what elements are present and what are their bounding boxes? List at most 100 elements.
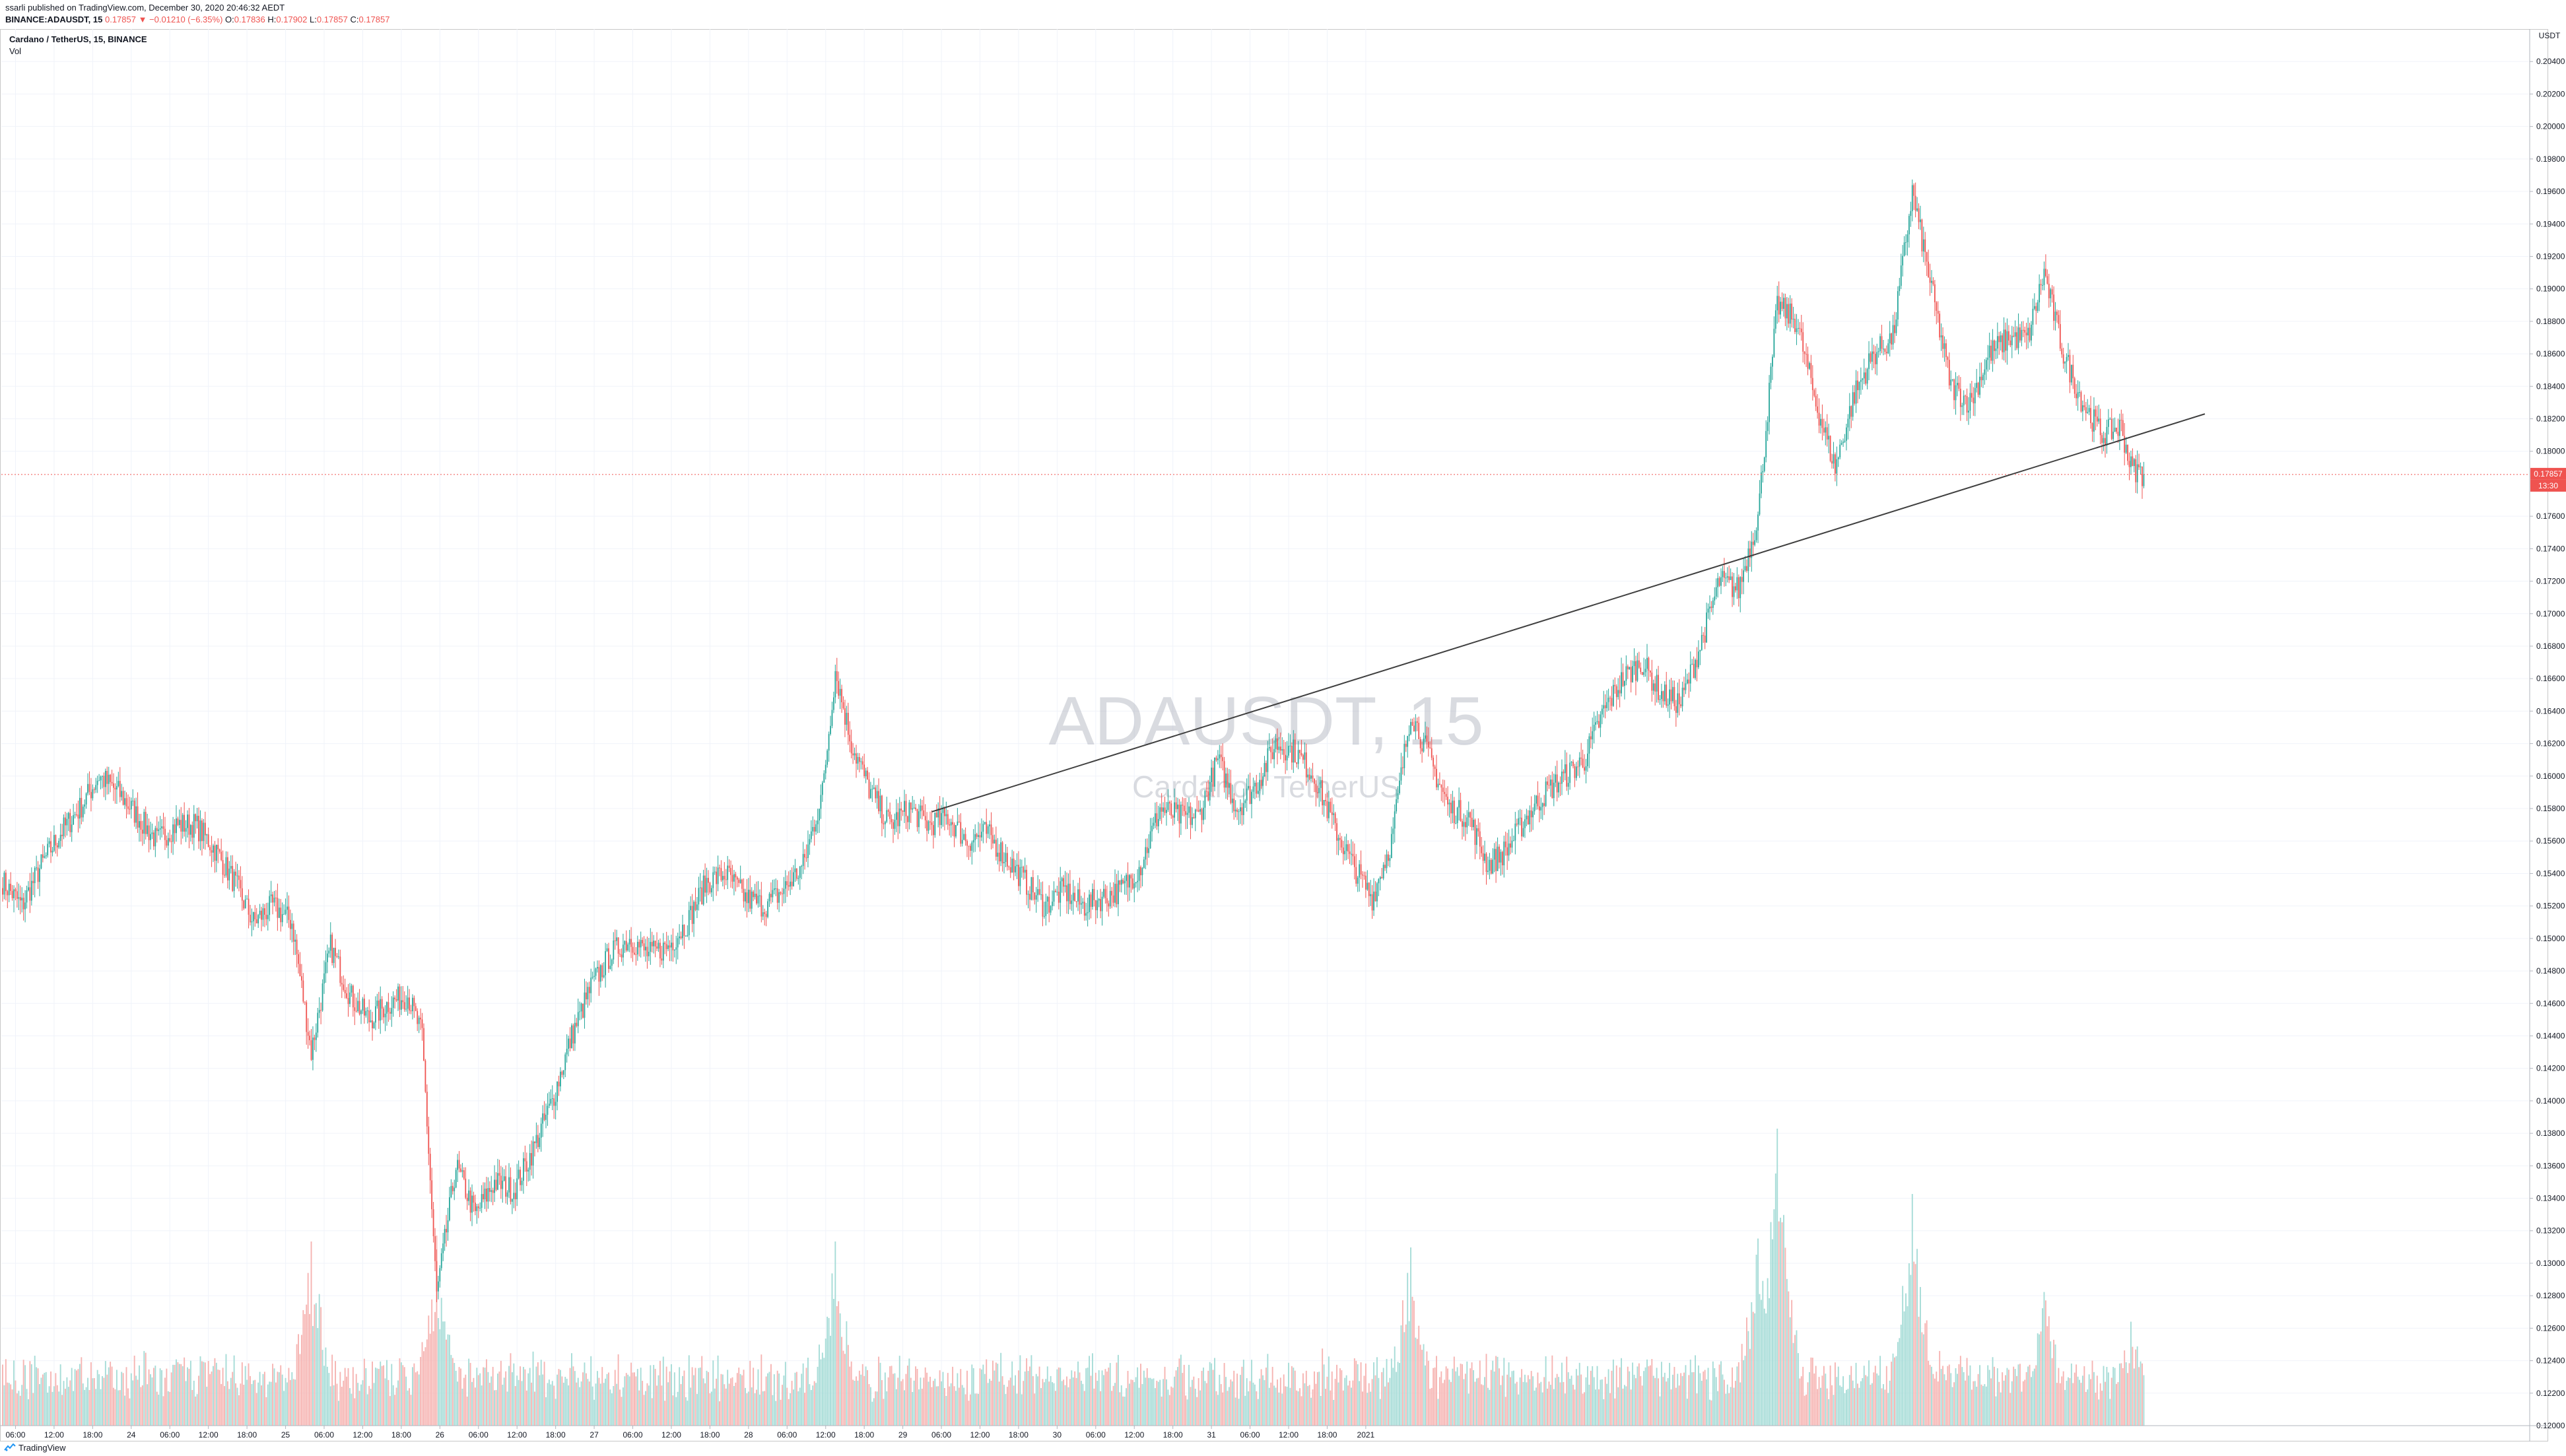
volume-bar xyxy=(1726,1384,1728,1426)
volume-bar xyxy=(1609,1393,1611,1426)
candle-body xyxy=(1374,891,1376,902)
volume-bar xyxy=(782,1385,783,1426)
candle-body xyxy=(928,821,929,831)
candle-body xyxy=(2011,335,2013,346)
volume-bar xyxy=(520,1366,522,1426)
volume-bar xyxy=(1401,1300,1403,1426)
volume-bar xyxy=(8,1383,10,1426)
volume-bar xyxy=(341,1387,343,1426)
candle-body xyxy=(100,776,102,781)
volume-bar xyxy=(675,1397,677,1426)
candle-body xyxy=(2021,329,2023,341)
volume-bar xyxy=(206,1387,208,1426)
volume-bar xyxy=(2043,1292,2045,1426)
candle-body xyxy=(1304,752,1306,760)
candle-body xyxy=(1294,739,1296,763)
candle-body xyxy=(724,876,726,880)
candle-body xyxy=(1192,817,1193,825)
volume-bar xyxy=(1095,1372,1097,1426)
candle-body xyxy=(994,840,996,844)
volume-bar xyxy=(2140,1361,2142,1426)
candle-body xyxy=(776,888,778,903)
volume-bar xyxy=(1774,1173,1776,1426)
candle-body xyxy=(2000,335,2002,343)
candle-body xyxy=(84,804,86,807)
candle-body xyxy=(1598,721,1600,728)
volume-bar xyxy=(118,1390,119,1426)
volume-bar xyxy=(388,1379,389,1426)
volume-bar xyxy=(1351,1387,1352,1426)
volume-bar xyxy=(1592,1366,1594,1426)
candle-body xyxy=(1994,340,1995,351)
volume-bar xyxy=(719,1401,720,1426)
volume-bar xyxy=(1643,1371,1645,1426)
candle-body xyxy=(257,915,259,924)
candle-body xyxy=(989,824,990,826)
candle-body xyxy=(381,999,383,1009)
candle-body xyxy=(957,821,959,826)
volume-bar xyxy=(643,1395,645,1426)
candle-body xyxy=(1924,239,1926,253)
volume-bar xyxy=(1980,1384,1982,1426)
candle-body xyxy=(1513,840,1514,842)
volume-bar xyxy=(1211,1363,1213,1426)
volume-bar xyxy=(1108,1368,1110,1426)
candle-body xyxy=(1902,255,1904,266)
candle-body xyxy=(992,835,994,844)
volume-bar xyxy=(669,1371,671,1426)
candle-body xyxy=(858,756,860,762)
candle-body xyxy=(775,888,777,889)
volume-bar xyxy=(709,1393,711,1426)
candle-body xyxy=(1146,847,1148,853)
volume-bar xyxy=(384,1378,386,1426)
volume-bar xyxy=(2037,1333,2039,1426)
candle-body xyxy=(937,808,939,818)
volume-bar xyxy=(244,1366,246,1426)
volume-bar xyxy=(1899,1338,1901,1426)
candle-body xyxy=(1746,566,1747,572)
volume-bar xyxy=(294,1379,296,1426)
candle-body xyxy=(716,871,718,884)
volume-bar xyxy=(1590,1370,1592,1426)
volume-bar xyxy=(704,1383,706,1426)
volume-bar xyxy=(1619,1367,1621,1426)
candle-body xyxy=(410,1010,412,1012)
candle-body xyxy=(1133,883,1135,889)
candle-body xyxy=(85,793,87,805)
volume-bar xyxy=(392,1385,394,1426)
volume-bar xyxy=(628,1376,630,1426)
volume-bar xyxy=(1527,1375,1529,1426)
volume-bar xyxy=(1629,1371,1631,1426)
candle-body xyxy=(1921,219,1923,251)
candle-body xyxy=(1299,750,1300,753)
candle-body xyxy=(1111,890,1113,896)
volume-bar xyxy=(1170,1386,1172,1426)
price-tick-label: 0.12600 xyxy=(2536,1323,2565,1333)
candle-body xyxy=(2064,362,2066,364)
volume-bar xyxy=(958,1387,960,1426)
footer-brand[interactable]: TradingView xyxy=(4,1441,66,1455)
candle-body xyxy=(586,992,587,1000)
candle-body xyxy=(898,809,900,826)
volume-bar xyxy=(1089,1356,1091,1426)
volume-bar xyxy=(1732,1367,1734,1426)
candle-body xyxy=(429,1154,431,1181)
candle-body xyxy=(1977,382,1979,395)
volume-bar xyxy=(1559,1382,1561,1426)
volume-bar xyxy=(262,1373,264,1426)
volume-bar xyxy=(1207,1370,1209,1426)
candle-body xyxy=(838,680,840,696)
candle-body xyxy=(294,939,296,942)
volume-bar xyxy=(1928,1360,1930,1426)
candle-body xyxy=(1926,252,1928,262)
candle-body xyxy=(1541,803,1543,807)
candle-body xyxy=(259,910,261,915)
candle-body xyxy=(671,943,672,948)
volume-bar xyxy=(747,1391,749,1426)
volume-bar xyxy=(1754,1313,1756,1426)
volume-bar xyxy=(1678,1385,1680,1426)
candle-body xyxy=(1082,902,1084,904)
candle-body xyxy=(314,1037,316,1040)
candle-body xyxy=(2068,354,2069,357)
